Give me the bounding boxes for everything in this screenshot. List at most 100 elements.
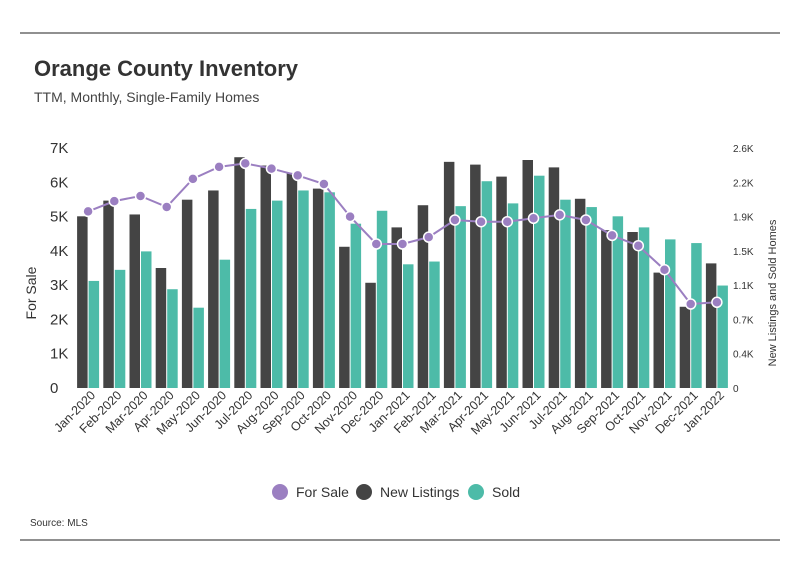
- new-listings-bar: [548, 167, 560, 388]
- for-sale-point: [134, 190, 147, 202]
- new-listings-bar: [155, 268, 167, 388]
- for-sale-point: [711, 296, 723, 309]
- for-sale-point: [82, 205, 94, 218]
- for-sale-point: [422, 231, 435, 243]
- new-listings-bar: [653, 272, 664, 388]
- new-listings-bar: [679, 306, 691, 388]
- for-sale-point: [213, 161, 225, 173]
- for-sale-point: [501, 215, 514, 228]
- sold-bar: [455, 206, 466, 388]
- new-listings-bar: [601, 230, 612, 388]
- legend: For Sale New Listings Sold: [272, 484, 520, 500]
- sold-bar: [560, 199, 571, 388]
- new-listings-bar: [103, 200, 114, 388]
- for-sale-point: [684, 298, 697, 310]
- new-listings-bar: [234, 157, 245, 388]
- right-tick-label: 1.5K: [733, 247, 754, 258]
- right-tick-label: 1.9K: [733, 213, 754, 224]
- legend-label-sold: Sold: [492, 484, 520, 500]
- sold-bar: [219, 259, 231, 388]
- new-listings-bar: [339, 246, 350, 388]
- sold-bar: [586, 207, 597, 388]
- new-listings-bar: [443, 161, 455, 388]
- left-tick-label: 4K: [50, 243, 68, 260]
- sold-bar: [665, 239, 676, 388]
- new-listings-bar: [574, 198, 586, 388]
- for-sale-point: [449, 214, 461, 226]
- source-note: Source: MLS: [30, 518, 88, 529]
- for-sale-point: [475, 215, 487, 228]
- left-tick-label: 6K: [50, 174, 68, 191]
- left-tick-label: 5K: [50, 209, 68, 226]
- right-tick-label: 1.1K: [733, 281, 754, 292]
- left-axis-label: For Sale: [23, 266, 39, 319]
- sold-bar: [507, 203, 519, 388]
- for-sale-point: [160, 201, 173, 213]
- sold-bar: [141, 251, 152, 388]
- sold-bar: [114, 269, 126, 388]
- left-axis-ticks: 0 1K 2K 3K 4K 5K 6K 7K: [50, 140, 68, 397]
- legend-marker-for-sale: [272, 484, 288, 500]
- right-tick-label: 2.6K: [733, 144, 754, 155]
- new-listings-bar: [417, 205, 429, 388]
- legend-label-new-listings: New Listings: [380, 484, 459, 500]
- sold-bar: [691, 243, 702, 388]
- sold-bar: [534, 175, 545, 388]
- new-listings-bar: [365, 282, 376, 388]
- right-tick-label: 0: [733, 384, 739, 395]
- left-tick-label: 3K: [50, 277, 68, 294]
- sold-bar: [350, 223, 362, 388]
- sold-bar: [272, 200, 283, 388]
- new-listings-bar: [627, 232, 638, 388]
- for-sale-point: [318, 178, 330, 190]
- for-sale-point: [606, 229, 618, 242]
- new-listings-bar: [129, 214, 140, 388]
- new-listings-bar: [208, 190, 219, 388]
- right-axis-ticks: 0 0.4K 0.7K 1.1K 1.5K 1.9K 2.2K 2.6K: [733, 144, 754, 395]
- new-listings-bar: [312, 188, 324, 388]
- legend-marker-new-listings: [356, 484, 372, 500]
- for-sale-point: [239, 157, 252, 170]
- sold-bar: [167, 289, 178, 388]
- sold-bar: [403, 264, 414, 388]
- sold-bar: [612, 216, 624, 388]
- sold-bar: [324, 192, 335, 388]
- for-sale-point: [370, 238, 383, 250]
- for-sale-point: [108, 195, 121, 207]
- x-axis-ticks: Jan-2020Feb-2020Mar-2020Apr-2020May-2020…: [51, 388, 727, 437]
- right-tick-label: 0.7K: [733, 315, 754, 326]
- sold-bar: [429, 261, 440, 388]
- chart-subtitle: TTM, Monthly, Single-Family Homes: [34, 89, 259, 105]
- for-sale-point: [553, 209, 566, 221]
- right-axis-label: New Listings and Sold Homes: [767, 219, 779, 366]
- left-tick-label: 0: [50, 380, 58, 397]
- left-tick-label: 2K: [50, 311, 68, 328]
- new-listings-bar: [470, 164, 481, 388]
- sold-bar: [193, 307, 204, 388]
- legend-label-for-sale: For Sale: [296, 484, 349, 500]
- sold-bar: [376, 210, 388, 388]
- chart-title: Orange County Inventory: [34, 56, 299, 81]
- new-listings-bar: [496, 176, 507, 388]
- legend-marker-sold: [468, 484, 484, 500]
- for-sale-point: [632, 239, 645, 252]
- for-sale-point: [396, 238, 409, 250]
- left-tick-label: 7K: [50, 140, 68, 157]
- sold-bar: [638, 227, 650, 388]
- new-listings-bar: [260, 165, 271, 388]
- sold-bar: [298, 190, 309, 388]
- for-sale-point: [527, 212, 540, 225]
- for-sale-point: [187, 173, 199, 185]
- new-listings-bar: [391, 227, 402, 388]
- line-series-group: [82, 157, 723, 310]
- new-listings-bar: [286, 172, 298, 388]
- right-tick-label: 0.4K: [733, 350, 754, 361]
- new-listings-bar: [181, 199, 193, 388]
- new-listings-bar: [705, 263, 717, 388]
- for-sale-point: [291, 169, 304, 182]
- sold-bar: [88, 280, 100, 388]
- for-sale-point: [580, 214, 592, 226]
- for-sale-point: [265, 162, 278, 175]
- sold-bar: [481, 181, 493, 388]
